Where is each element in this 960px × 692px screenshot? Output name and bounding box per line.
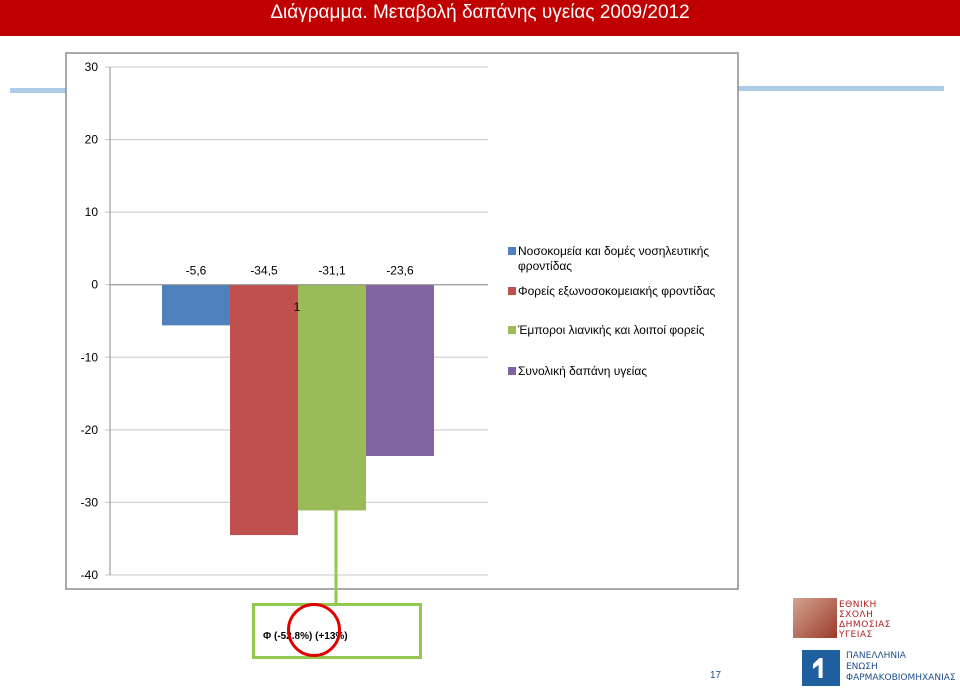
y-tick-label: 10 <box>85 205 99 219</box>
decorative-line-right <box>738 86 944 91</box>
legend-swatch-3 <box>508 326 516 334</box>
school-logo-image <box>793 598 837 638</box>
bar-3 <box>298 284 366 511</box>
y-tick-label: -40 <box>81 568 99 582</box>
y-tick-label: -20 <box>81 423 99 437</box>
legend-label-2: Φορείς εξωνοσοκομειακής φροντίδας <box>518 284 716 298</box>
decorative-line-left <box>10 88 66 93</box>
data-label: -5,6 <box>186 264 207 278</box>
page-number: 17 <box>710 670 722 681</box>
legend-swatch-4 <box>508 367 516 375</box>
legend-swatch-1 <box>508 247 516 255</box>
y-tick-label: -30 <box>81 495 99 509</box>
bar-4 <box>366 284 434 456</box>
y-tick-label: 0 <box>91 278 98 292</box>
pharma-logo-mark <box>802 650 840 686</box>
bar-2 <box>230 284 298 536</box>
slide-title: Διάγραμμα. Μεταβολή δαπάνης υγείας 2009/… <box>0 0 960 36</box>
bar-1 <box>162 284 230 326</box>
data-label: -34,5 <box>250 264 278 278</box>
pharma-logo-text: ΠΑΝΕΛΛΗΝΙΑ ΕΝΩΣΗ ΦΑΡΜΑΚΟΒΙΟΜΗΧΑΝΙΑΣ <box>846 651 956 683</box>
data-label: -23,6 <box>386 264 414 278</box>
data-label: -31,1 <box>318 264 346 278</box>
legend-label-4: Συνολική δαπάνη υγείας <box>518 364 647 378</box>
y-tick-label: 20 <box>85 133 99 147</box>
y-tick-label: 30 <box>85 60 99 74</box>
annotation-highlight-circle <box>287 603 341 657</box>
legend-swatch-2 <box>508 287 516 295</box>
legend-label-3: Έμποροι λιανικής και λοιποί φορείς <box>517 323 705 337</box>
y-tick-label: -10 <box>81 350 99 364</box>
legend-label-1: Νοσοκομεία και δομές νοσηλευτικής φροντίδ… <box>518 244 709 273</box>
x-category-label: 1 <box>294 300 301 314</box>
pharma-logo: ΠΑΝΕΛΛΗΝΙΑ ΕΝΩΣΗ ΦΑΡΜΑΚΟΒΙΟΜΗΧΑΝΙΑΣ <box>802 650 960 688</box>
school-logo: ΕΘΝΙΚΗ ΣΧΟΛΗ ΔΗΜΟΣΙΑΣ ΥΓΕΙΑΣ <box>793 598 897 640</box>
school-logo-text: ΕΘΝΙΚΗ ΣΧΟΛΗ ΔΗΜΟΣΙΑΣ ΥΓΕΙΑΣ <box>839 600 891 640</box>
